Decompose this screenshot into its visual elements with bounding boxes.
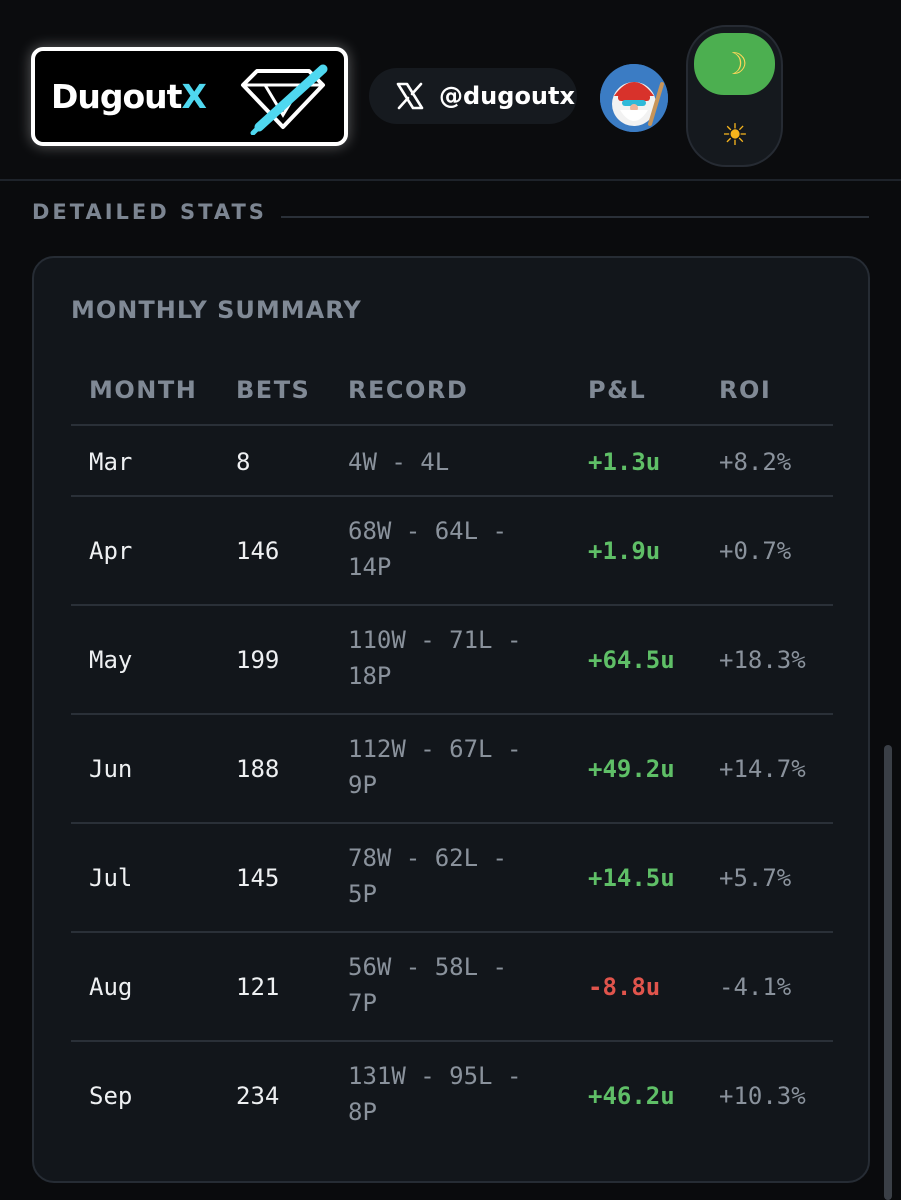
record-cell-line1: 78W - 62L -: [348, 844, 507, 872]
bets-cell: 146: [236, 537, 280, 565]
column-record: RECORD: [348, 376, 469, 404]
pl-cell: +49.2u: [588, 755, 675, 783]
diamond-bat-icon: [241, 64, 328, 135]
x-logo-icon: [396, 82, 424, 110]
record-cell-line1: 56W - 58L -: [348, 953, 507, 981]
record-cell-line2: 7P: [348, 989, 377, 1017]
pl-cell: +64.5u: [588, 646, 675, 674]
bets-cell: 145: [236, 864, 280, 892]
x-profile-link[interactable]: @dugoutx: [369, 68, 577, 124]
column-bets: BETS: [236, 376, 311, 404]
bets-cell: 121: [236, 973, 280, 1001]
top-header: DugoutX @dugoutx ☽ ☀: [0, 0, 901, 181]
roi-cell: +10.3%: [719, 1082, 806, 1110]
monthly-summary-card: MONTHLY SUMMARY MONTH BETS RECORD P&L RO…: [32, 256, 870, 1183]
table-row: Mar 8 4W - 4L +1.3u +8.2%: [71, 426, 833, 497]
section-divider: [281, 216, 869, 218]
page-scrollbar[interactable]: [884, 745, 892, 1200]
bets-cell: 199: [236, 646, 280, 674]
record-cell-line2: 8P: [348, 1098, 377, 1126]
table-row: Jun 188 112W - 67L - 9P +49.2u +14.7%: [71, 715, 833, 824]
record-cell: 4W - 4L: [348, 448, 450, 476]
pl-cell: -8.8u: [588, 973, 661, 1001]
avatar-gnome-icon: [600, 64, 668, 132]
table-row: Aug 121 56W - 58L - 7P -8.8u -4.1%: [71, 933, 833, 1042]
bets-cell: 8: [236, 448, 251, 476]
month-cell: Aug: [89, 973, 133, 1001]
monthly-summary-table: MONTH BETS RECORD P&L ROI Mar 8 4W - 4L …: [71, 358, 833, 1151]
pl-cell: +14.5u: [588, 864, 675, 892]
roi-cell: +14.7%: [719, 755, 806, 783]
record-cell-line1: 110W - 71L -: [348, 626, 522, 654]
table-row: May 199 110W - 71L - 18P +64.5u +18.3%: [71, 606, 833, 715]
pl-cell: +46.2u: [588, 1082, 675, 1110]
record-cell-line1: 112W - 67L -: [348, 735, 522, 763]
column-month: MONTH: [89, 376, 198, 404]
bets-cell: 188: [236, 755, 280, 783]
roi-cell: +18.3%: [719, 646, 806, 674]
avatar[interactable]: [600, 64, 668, 132]
column-roi: ROI: [719, 376, 772, 404]
logo-wordmark: DugoutX: [51, 77, 207, 116]
x-handle: @dugoutx: [439, 82, 575, 110]
bets-cell: 234: [236, 1082, 280, 1110]
month-cell: Mar: [89, 448, 133, 476]
month-cell: Apr: [89, 537, 133, 565]
section-title: DETAILED STATS: [32, 200, 267, 224]
roi-cell: +8.2%: [719, 448, 792, 476]
record-cell-line2: 9P: [348, 771, 377, 799]
table-header: MONTH BETS RECORD P&L ROI: [71, 358, 833, 426]
record-cell-line2: 14P: [348, 553, 392, 581]
month-cell: May: [89, 646, 133, 674]
dugoutx-logo[interactable]: DugoutX: [31, 47, 348, 146]
roi-cell: +0.7%: [719, 537, 792, 565]
sun-icon[interactable]: ☀: [721, 118, 749, 152]
record-cell-line1: 131W - 95L -: [348, 1062, 522, 1090]
roi-cell: +5.7%: [719, 864, 792, 892]
month-cell: Jun: [89, 755, 133, 783]
theme-toggle[interactable]: ☽ ☀: [686, 25, 783, 167]
moon-icon[interactable]: ☽: [694, 33, 775, 95]
month-cell: Sep: [89, 1082, 133, 1110]
table-row: Apr 146 68W - 64L - 14P +1.9u +0.7%: [71, 497, 833, 606]
table-row: Jul 145 78W - 62L - 5P +14.5u +5.7%: [71, 824, 833, 933]
roi-cell: -4.1%: [719, 973, 792, 1001]
card-title: MONTHLY SUMMARY: [71, 296, 362, 324]
record-cell-line1: 68W - 64L -: [348, 517, 507, 545]
column-pl: P&L: [588, 376, 647, 404]
pl-cell: +1.3u: [588, 448, 661, 476]
month-cell: Jul: [89, 864, 133, 892]
record-cell-line2: 5P: [348, 880, 377, 908]
record-cell-line2: 18P: [348, 662, 392, 690]
table-row: Sep 234 131W - 95L - 8P +46.2u +10.3%: [71, 1042, 833, 1151]
pl-cell: +1.9u: [588, 537, 661, 565]
